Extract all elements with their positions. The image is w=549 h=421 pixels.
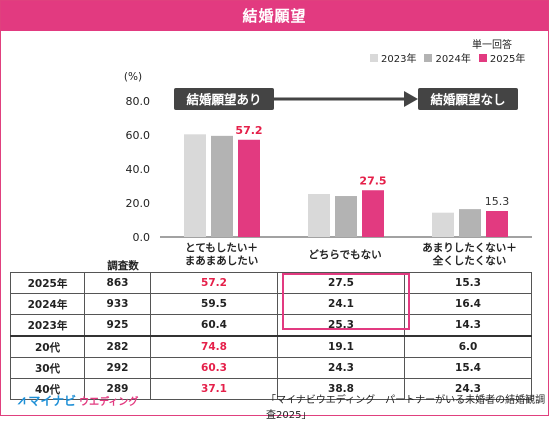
logo-sub: ウエディング xyxy=(79,397,139,408)
table-cell-value: 25.3 xyxy=(277,314,405,337)
logo: ⩘ マイナビ ウエディング xyxy=(18,392,138,409)
bar-chart: (%) 0.0 20.0 40.0 60.0 80.0 57.2 27.5 15.3 結婚願望あり… xyxy=(124,71,532,244)
page-title: 結婚願望 xyxy=(1,1,548,31)
bar-2024年-0 xyxy=(211,135,233,237)
count-header: 調査数 xyxy=(107,260,139,272)
table-row: 20代 282 74.8 19.1 6.0 xyxy=(10,335,532,358)
table-cell-value: 74.8 xyxy=(150,335,278,358)
y-axis-unit: (%) xyxy=(124,71,142,83)
table-cell-label: 2023年 xyxy=(10,314,85,337)
y-tick-label: 60.0 xyxy=(126,129,151,142)
logo-brand: マイナビ xyxy=(28,394,77,408)
table-cell-value: 60.3 xyxy=(150,357,278,379)
category-header-neutral: どちらでもない xyxy=(308,248,382,261)
table-cell-count: 933 xyxy=(84,293,151,315)
y-tick-label: 20.0 xyxy=(126,197,151,210)
data-label-0: 57.2 xyxy=(235,124,262,137)
table-row: 2025年 863 57.2 27.5 15.3 xyxy=(10,272,532,294)
bar-2023年-0 xyxy=(184,134,206,237)
bar-2025年-1 xyxy=(362,190,384,237)
table-cell-value: 38.8 xyxy=(277,378,405,400)
table-cell-value: 37.1 xyxy=(150,378,278,400)
source-note: 「マイナビウエディング パートナーがいる未婚者の結婚観調査2025」 xyxy=(266,395,546,421)
bar-2023年-2 xyxy=(432,212,454,237)
table-cell-value: 6.0 xyxy=(404,335,532,358)
table-cell-value: 27.5 xyxy=(277,272,405,294)
table-cell-label: 30代 xyxy=(10,357,85,379)
legend-item-2024: 2024年 xyxy=(424,50,471,65)
table-cell-label: 20代 xyxy=(10,335,85,358)
bar-2024年-1 xyxy=(335,196,357,237)
single-answer-note: 単一回答 xyxy=(472,40,512,51)
y-tick-label: 80.0 xyxy=(126,95,151,108)
legend-label-2024: 2024年 xyxy=(435,54,471,65)
table-row: 2024年 933 59.5 24.1 16.4 xyxy=(10,293,532,315)
table-cell-value: 59.5 xyxy=(150,293,278,315)
table-row: 2023年 925 60.4 25.3 14.3 xyxy=(10,314,532,337)
table-cell-value: 15.3 xyxy=(404,272,532,294)
table-cell-value: 16.4 xyxy=(404,293,532,315)
arrow-left-label: 結婚願望あり xyxy=(186,92,261,107)
table-cell-label: 2025年 xyxy=(10,272,85,294)
legend-swatch-2023 xyxy=(370,53,378,62)
legend-item-2023: 2023年 xyxy=(370,50,416,65)
table-cell-value: 15.4 xyxy=(404,357,532,379)
bar-2025年-0 xyxy=(238,139,260,237)
arrow-left-box xyxy=(174,88,274,110)
table-cell-value: 60.4 xyxy=(150,314,278,337)
legend-label-2023: 2023年 xyxy=(381,54,417,65)
table-cell-value: 24.3 xyxy=(277,357,405,379)
table-cell-count: 863 xyxy=(84,272,151,294)
table-cell-count: 292 xyxy=(84,357,151,379)
legend-item-2025: 2025年 xyxy=(478,50,526,65)
legend-label-2025: 2025年 xyxy=(489,54,526,65)
table-row: 30代 292 60.3 24.3 15.4 xyxy=(10,357,532,379)
data-label-1: 27.5 xyxy=(359,174,386,187)
table-row: 40代 289 37.1 38.8 24.3 xyxy=(10,378,532,400)
table-cell-value: 24.1 xyxy=(277,293,405,315)
bar-2023年-1 xyxy=(308,193,330,237)
legend: 2023年 2024年 2025年 xyxy=(370,50,525,65)
arrow-right-box xyxy=(418,88,518,110)
legend-swatch-2025 xyxy=(478,53,487,62)
y-tick-label: 40.0 xyxy=(126,163,151,176)
data-label-2: 15.3 xyxy=(485,195,510,208)
table-cell-label: 2024年 xyxy=(10,293,85,315)
bar-2024年-2 xyxy=(459,209,481,237)
category-header-want: とてもしたい＋ まあまあしたい xyxy=(184,242,259,267)
table-cell-value: 57.2 xyxy=(150,272,278,294)
table-cell-value: 19.1 xyxy=(277,335,405,358)
table-cell-count: 925 xyxy=(84,314,151,337)
logo-mark-icon: ⩘ xyxy=(18,393,26,408)
bar-2025年-2 xyxy=(486,210,508,237)
data-table: 2025年 863 57.2 27.5 15.3 2024年 933 59.5 24.1 16.4… xyxy=(10,272,532,400)
table-cell-label: 40代 xyxy=(10,378,85,400)
legend-swatch-2024 xyxy=(424,53,433,62)
arrow-head-icon xyxy=(404,91,418,107)
arrow-right-label: 結婚願望なし xyxy=(430,92,505,107)
table-cell-value: 14.3 xyxy=(404,314,532,337)
table-cell-count: 282 xyxy=(84,335,151,358)
category-header-not-want: あまりしたくない＋ 全くしたくない xyxy=(422,242,517,267)
y-tick-label: 0.0 xyxy=(133,231,151,244)
table-cell-value: 24.3 xyxy=(404,378,532,400)
